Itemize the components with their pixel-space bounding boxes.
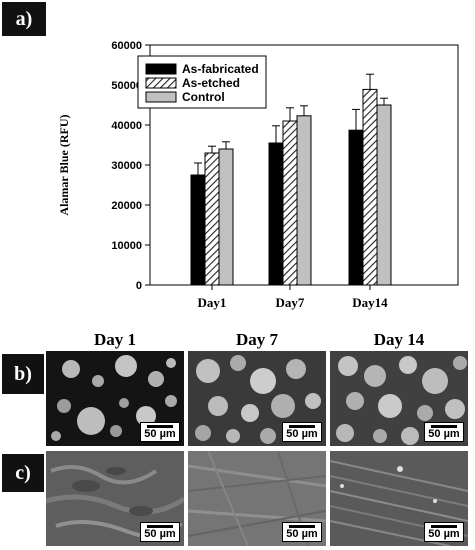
y-tick-label-5: 50000 xyxy=(111,80,142,92)
sem-image-b-day7: 50 µm xyxy=(188,351,326,446)
scale-bar-c-day14: 50 µm xyxy=(424,522,464,542)
bar-as-etched-day1 xyxy=(204,152,220,286)
bar-as-etched-day14 xyxy=(362,88,378,286)
column-header-day1: Day 1 xyxy=(93,330,137,349)
legend-swatch-as-fabricated xyxy=(145,63,177,75)
alamar-blue-bar-chart: 0 10000 20000 30000 40000 50000 60000 Alamar Bl… xyxy=(57,40,459,310)
bar-control-day1 xyxy=(218,148,234,286)
panel-label-a: a) xyxy=(2,2,46,36)
panel-label-c: c) xyxy=(2,454,44,492)
sem-particles-b-day14 xyxy=(330,351,468,446)
legend-swatch-control xyxy=(145,91,177,103)
sem-image-b-day14: 50 µm xyxy=(330,351,468,446)
legend-label-as-etched: As-etched xyxy=(182,76,240,90)
y-tick-label-3: 30000 xyxy=(111,160,142,172)
scale-bar-b-day7: 50 µm xyxy=(282,422,322,442)
panel-label-b: b) xyxy=(2,354,44,394)
y-tick-label-2: 20000 xyxy=(111,200,142,212)
legend-swatch-as-etched xyxy=(145,77,177,89)
sem-image-c-day7: 50 µm xyxy=(188,451,326,546)
legend-label-control: Control xyxy=(182,90,225,104)
x-tick-label-day14: Day14 xyxy=(352,295,388,310)
column-header-day14: Day 14 xyxy=(373,330,425,349)
x-tick-label-day7: Day7 xyxy=(276,295,305,310)
column-header-day7: Day 7 xyxy=(235,330,279,349)
scale-bar-c-day1: 50 µm xyxy=(140,522,180,542)
x-tick-label-day1: Day1 xyxy=(198,295,227,310)
scale-bar-c-day7: 50 µm xyxy=(282,522,322,542)
y-tick-label-1: 10000 xyxy=(111,240,142,252)
sem-image-c-day14: 50 µm xyxy=(330,451,468,546)
scale-bar-b-day14: 50 µm xyxy=(424,422,464,442)
y-axis-label: Alamar Blue (RFU) xyxy=(57,114,71,215)
bar-control-day7 xyxy=(296,115,312,286)
y-tick-label-6: 60000 xyxy=(111,40,142,52)
scale-bar-b-day1: 50 µm xyxy=(140,422,180,442)
y-tick-label-4: 40000 xyxy=(111,120,142,132)
legend-label-as-fabricated: As-fabricated xyxy=(182,62,259,76)
bar-as-fabricated-day14 xyxy=(348,129,364,286)
y-tick-label-0: 0 xyxy=(136,280,142,292)
bar-control-day14 xyxy=(376,104,392,286)
sem-image-b-day1: 50 µm xyxy=(46,351,184,446)
sem-image-c-day1: 50 µm xyxy=(46,451,184,546)
bar-as-etched-day7 xyxy=(282,120,298,286)
bar-as-fabricated-day7 xyxy=(268,142,284,286)
bar-as-fabricated-day1 xyxy=(190,174,206,286)
